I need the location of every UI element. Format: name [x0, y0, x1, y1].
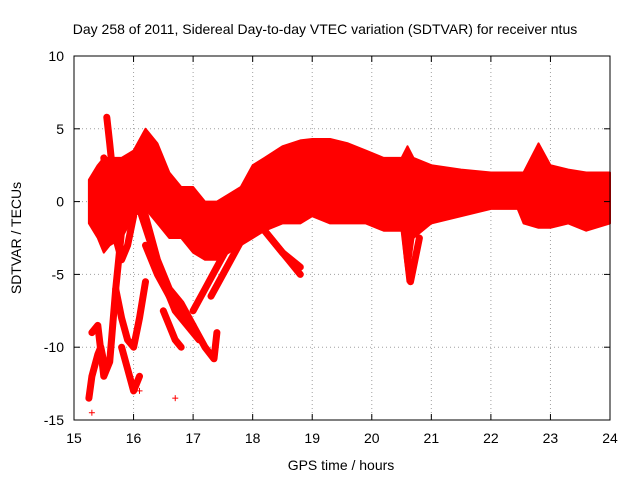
outlier-marker — [88, 409, 95, 416]
sdtvar-track-10 — [159, 307, 185, 351]
x-tick-label: 24 — [602, 430, 618, 446]
y-tick-label: 0 — [56, 194, 64, 210]
chart-title: Day 258 of 2011, Sidereal Day-to-day VTE… — [73, 21, 577, 37]
y-tick-label: 5 — [56, 121, 64, 137]
x-tick-label: 23 — [543, 430, 559, 446]
sdtvar-track-13 — [261, 227, 304, 278]
sdtvar-track-2 — [88, 227, 126, 380]
x-tick-label: 17 — [185, 430, 201, 446]
x-tick-label: 22 — [483, 430, 499, 446]
x-tick-label: 15 — [66, 430, 82, 446]
x-tick-label: 19 — [304, 430, 320, 446]
outlier-marker — [136, 387, 143, 394]
axis-ticks: 15 16 17 18 19 20 21 22 23 24 -15 -10 -5 0 5 10 — [44, 48, 618, 446]
outlier-marker — [172, 395, 179, 402]
sdtvar-track-3 — [100, 154, 138, 264]
x-tick-label: 20 — [364, 430, 380, 446]
x-tick-label: 18 — [245, 430, 261, 446]
sdtvar-track-12 — [207, 227, 251, 300]
sdtvar-track-9 — [142, 241, 221, 363]
x-tick-label: 21 — [424, 430, 440, 446]
y-axis-title: SDTVAR / TECUs — [8, 182, 24, 294]
sdtvar-track-14 — [401, 227, 423, 286]
sdtvar-track-5 — [112, 278, 149, 351]
y-tick-label: -10 — [44, 339, 64, 355]
y-tick-label: -15 — [44, 412, 64, 428]
sdtvar-track-4 — [103, 113, 120, 206]
y-tick-label: -5 — [52, 266, 65, 282]
x-tick-label: 16 — [126, 430, 142, 446]
y-tick-label: 10 — [48, 48, 64, 64]
sdtvar-track-6 — [118, 343, 143, 395]
plot-frame — [73, 55, 611, 421]
x-axis-title: GPS time / hours — [288, 457, 395, 473]
